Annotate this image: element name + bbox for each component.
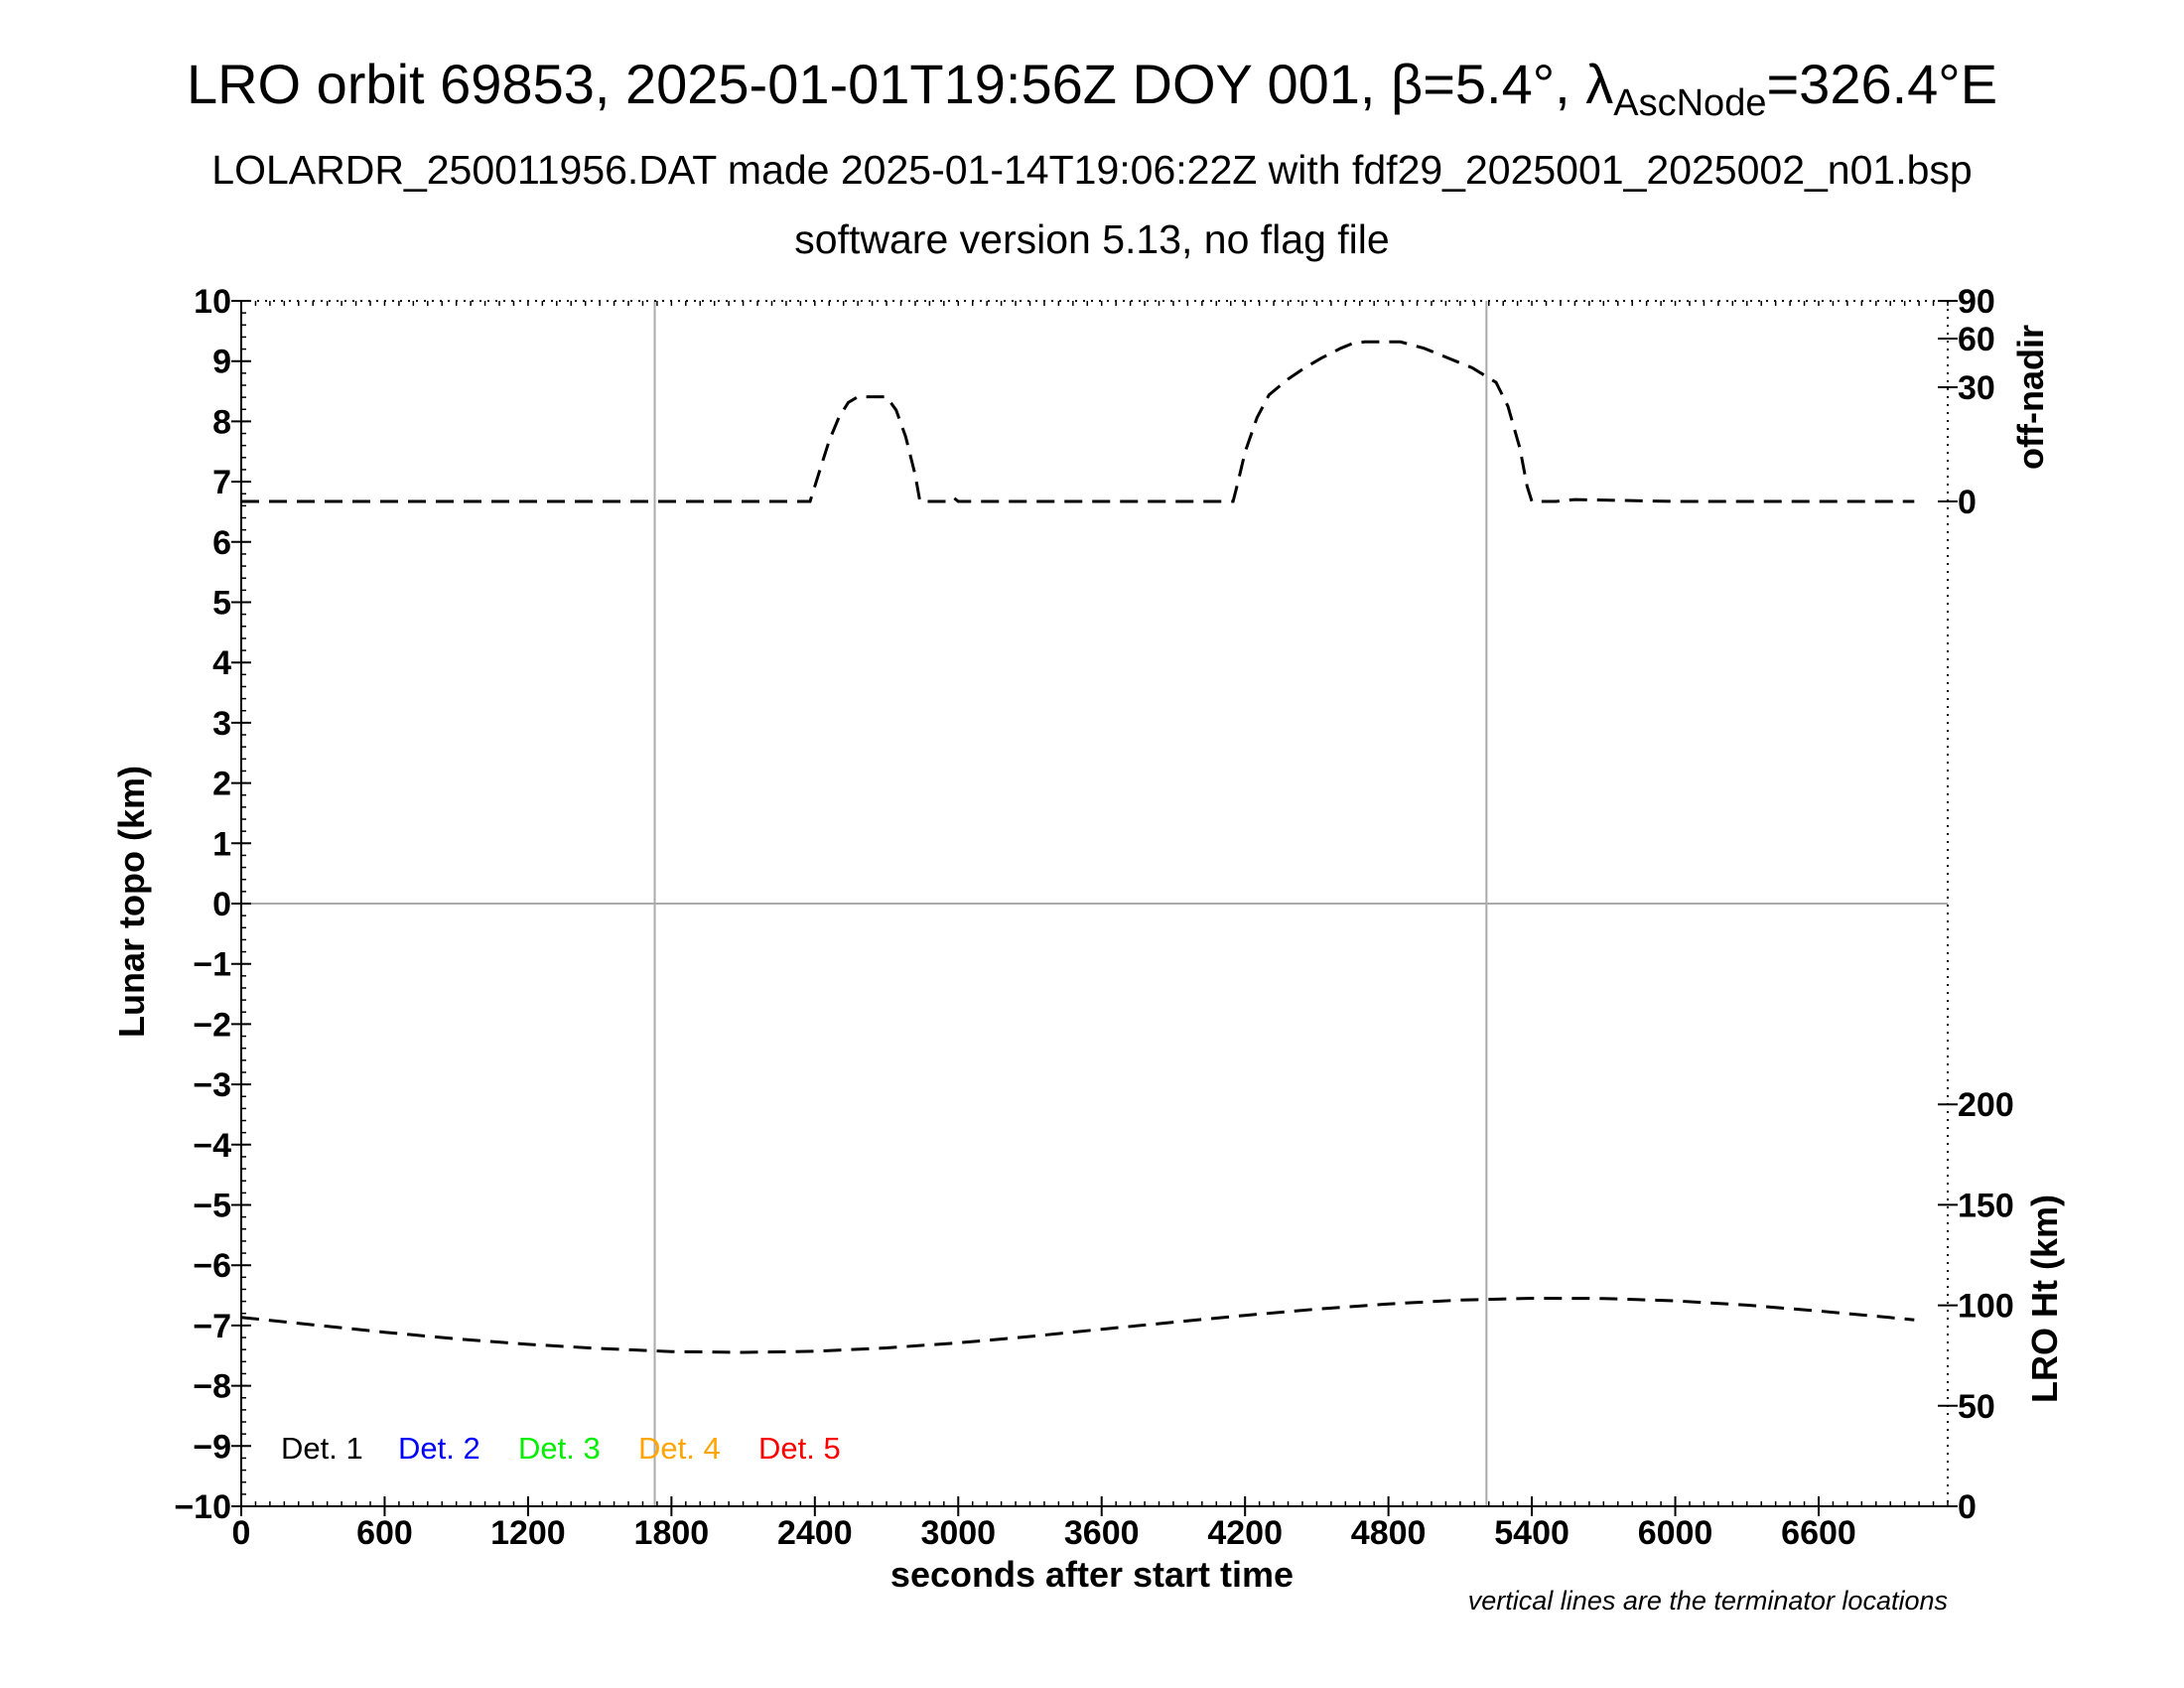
x-tick-label: 1200 <box>490 1514 566 1552</box>
y-axis-title: Lunar topo (km) <box>111 766 152 1038</box>
y-tick-label: −6 <box>193 1247 231 1285</box>
y-tick-label: −4 <box>193 1127 231 1165</box>
y-tick-label: −7 <box>193 1308 231 1345</box>
grid-lines <box>241 301 1948 1506</box>
legend-entry: Det. 4 <box>638 1431 721 1466</box>
off-nadir-axis-title: off-nadir <box>2010 325 2051 470</box>
y-tick-label: 2 <box>212 766 231 803</box>
x-tick-label: 3600 <box>1064 1514 1140 1552</box>
y-tick-label: −5 <box>193 1188 231 1225</box>
off-nadir-tick-label: 90 <box>1958 283 1995 321</box>
y-tick-label: 5 <box>212 585 231 623</box>
y-tick-label: 4 <box>212 644 231 682</box>
x-tick-label: 600 <box>356 1514 413 1552</box>
x-axis-title: seconds after start time <box>890 1554 1294 1595</box>
y-tick-label: −10 <box>174 1488 231 1526</box>
x-tick-label: 0 <box>232 1514 251 1552</box>
chart-subtitle: LOLARDR_250011956.DAT made 2025-01-14T19… <box>211 147 1973 193</box>
y-tick-label: 6 <box>212 524 231 562</box>
off-nadir-tick-label: 60 <box>1958 321 1995 358</box>
legend-entry: Det. 1 <box>281 1431 363 1466</box>
legend-entry: Det. 5 <box>758 1431 841 1466</box>
height-tick-label: 50 <box>1958 1388 1995 1426</box>
y-tick-label: −8 <box>193 1368 231 1406</box>
x-tick-label: 4200 <box>1207 1514 1283 1552</box>
y-tick-label: 9 <box>212 344 231 381</box>
height-tick-label: 150 <box>1958 1187 2014 1224</box>
x-tick-label: 2400 <box>777 1514 853 1552</box>
off-nadir-tick-label: 30 <box>1958 369 1995 407</box>
axis-ticks <box>231 300 1958 1516</box>
x-tick-label: 5400 <box>1494 1514 1570 1552</box>
x-tick-label: 1800 <box>634 1514 710 1552</box>
y-tick-label: 3 <box>212 705 231 743</box>
terminator-note: vertical lines are the terminator locati… <box>1468 1586 1948 1616</box>
legend: Det. 1 Det. 2 Det. 3 Det. 4 Det. 5 <box>281 1431 841 1466</box>
chart-title: LRO orbit 69853, 2025-01-01T19:56Z DOY 0… <box>186 53 1998 124</box>
height-tick-label: 0 <box>1958 1488 1977 1526</box>
x-tick-label: 3000 <box>920 1514 996 1552</box>
y-tick-label: −3 <box>193 1066 231 1104</box>
chart-subtitle-2: software version 5.13, no flag file <box>794 216 1390 262</box>
lro-height-axis-title: LRO Ht (km) <box>2024 1195 2065 1403</box>
data-series <box>240 340 1915 1354</box>
legend-entry: Det. 2 <box>398 1431 480 1466</box>
legend-entry: Det. 3 <box>518 1431 601 1466</box>
x-tick-label: 6600 <box>1781 1514 1856 1552</box>
x-tick-label: 6000 <box>1638 1514 1713 1552</box>
y-tick-label: 1 <box>212 825 231 863</box>
y-tick-label: −1 <box>193 946 231 984</box>
lro-height-series <box>240 1296 1915 1354</box>
y-tick-label: −9 <box>193 1428 231 1466</box>
off-nadir-tick-label: 0 <box>1958 484 1977 521</box>
y-tick-label: 10 <box>194 283 231 321</box>
off-nadir-series <box>241 340 1915 503</box>
y-tick-label: 7 <box>212 464 231 501</box>
height-tick-label: 100 <box>1958 1288 2014 1326</box>
height-tick-label: 200 <box>1958 1086 2014 1124</box>
y-tick-label: 0 <box>212 886 231 923</box>
x-tick-label: 4800 <box>1351 1514 1427 1552</box>
y-tick-label: −2 <box>193 1006 231 1044</box>
y-tick-label: 8 <box>212 403 231 441</box>
